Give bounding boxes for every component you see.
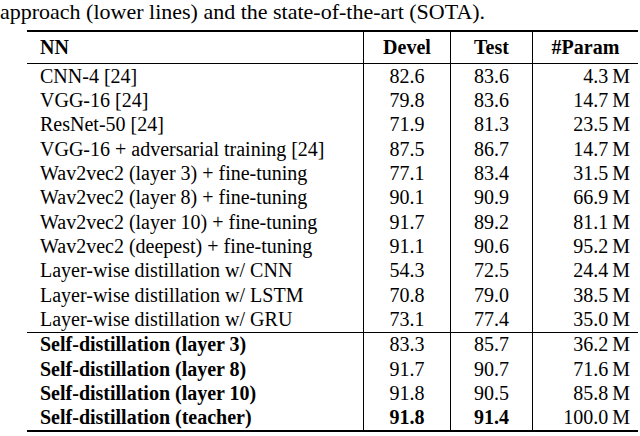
table-row: Self-distillation (layer 3) 83.3 85.7 36… [27, 333, 638, 357]
devel-cell: 71.9 [363, 113, 450, 137]
devel-cell: 90.1 [363, 186, 450, 210]
test-cell: 83.6 [450, 64, 532, 88]
devel-cell: 91.8 [363, 381, 450, 405]
devel-cell: 91.7 [363, 210, 450, 234]
param-cell: 14.7 M [532, 88, 638, 112]
param-cell: 95.2 M [532, 234, 638, 258]
test-cell: 72.5 [450, 259, 532, 283]
test-cell: 91.4 [450, 406, 532, 430]
nn-cell: Self-distillation (layer 10) [27, 381, 363, 405]
param-cell: 23.5 M [532, 113, 638, 137]
param-cell: 71.6 M [532, 357, 638, 381]
devel-cell: 70.8 [363, 283, 450, 307]
table-header-row: NN Devel Test #Param [27, 32, 638, 64]
table-row: Self-distillation (teacher) 91.8 91.4 10… [27, 406, 638, 430]
devel-cell: 73.1 [363, 307, 450, 331]
column-header-test: Test [450, 32, 532, 63]
param-cell: 100.0 M [532, 406, 638, 430]
devel-cell: 79.8 [363, 88, 450, 112]
results-table: NN Devel Test #Param CNN-4 [24] 82.6 83.… [27, 30, 638, 432]
devel-cell: 91.1 [363, 234, 450, 258]
devel-cell: 87.5 [363, 137, 450, 161]
test-cell: 86.7 [450, 137, 532, 161]
nn-cell: Wav2vec2 (layer 8) + fine-tuning [27, 186, 363, 210]
column-header-param: #Param [532, 32, 638, 63]
test-cell: 85.7 [450, 333, 532, 357]
test-cell: 81.3 [450, 113, 532, 137]
nn-cell: Self-distillation (layer 8) [27, 357, 363, 381]
table-row: Layer-wise distillation w/ CNN 54.3 72.5… [27, 259, 638, 283]
param-cell: 31.5 M [532, 161, 638, 185]
table-row: VGG-16 + adversarial training [24] 87.5 … [27, 137, 638, 161]
test-cell: 77.4 [450, 307, 532, 331]
param-cell: 85.8 M [532, 381, 638, 405]
nn-cell: VGG-16 [24] [27, 88, 363, 112]
table-row: Self-distillation (layer 10) 91.8 90.5 8… [27, 381, 638, 405]
test-cell: 90.5 [450, 381, 532, 405]
param-cell: 24.4 M [532, 259, 638, 283]
nn-cell: Wav2vec2 (layer 3) + fine-tuning [27, 161, 363, 185]
table-row: Wav2vec2 (layer 8) + fine-tuning 90.1 90… [27, 186, 638, 210]
nn-cell: Wav2vec2 (layer 10) + fine-tuning [27, 210, 363, 234]
param-cell: 35.0 M [532, 307, 638, 331]
nn-cell: Layer-wise distillation w/ LSTM [27, 283, 363, 307]
nn-cell: Layer-wise distillation w/ CNN [27, 259, 363, 283]
table-row: VGG-16 [24] 79.8 83.6 14.7 M [27, 88, 638, 112]
param-cell: 36.2 M [532, 333, 638, 357]
test-cell: 90.6 [450, 234, 532, 258]
table-row: Layer-wise distillation w/ LSTM 70.8 79.… [27, 283, 638, 307]
devel-cell: 77.1 [363, 161, 450, 185]
param-cell: 66.9 M [532, 186, 638, 210]
table-row: Wav2vec2 (layer 10) + fine-tuning 91.7 8… [27, 210, 638, 234]
test-cell: 79.0 [450, 283, 532, 307]
column-header-devel: Devel [363, 32, 450, 63]
test-cell: 83.4 [450, 161, 532, 185]
table-caption-fragment: approach (lower lines) and the state-of-… [0, 0, 485, 26]
nn-cell: Wav2vec2 (deepest) + fine-tuning [27, 234, 363, 258]
nn-cell: Layer-wise distillation w/ GRU [27, 307, 363, 331]
paper-page: approach (lower lines) and the state-of-… [0, 0, 640, 436]
table-row: ResNet-50 [24] 71.9 81.3 23.5 M [27, 113, 638, 137]
nn-cell: Self-distillation (layer 3) [27, 333, 363, 357]
devel-cell: 91.8 [363, 406, 450, 430]
nn-cell: ResNet-50 [24] [27, 113, 363, 137]
table-row: CNN-4 [24] 82.6 83.6 4.3 M [27, 64, 638, 88]
devel-cell: 83.3 [363, 333, 450, 357]
test-cell: 90.7 [450, 357, 532, 381]
test-cell: 83.6 [450, 88, 532, 112]
param-cell: 38.5 M [532, 283, 638, 307]
table-row: Self-distillation (layer 8) 91.7 90.7 71… [27, 357, 638, 381]
table-row: Wav2vec2 (layer 3) + fine-tuning 77.1 83… [27, 161, 638, 185]
nn-cell: VGG-16 + adversarial training [24] [27, 137, 363, 161]
devel-cell: 91.7 [363, 357, 450, 381]
param-cell: 4.3 M [532, 64, 638, 88]
param-cell: 81.1 M [532, 210, 638, 234]
devel-cell: 82.6 [363, 64, 450, 88]
table-row: Wav2vec2 (deepest) + fine-tuning 91.1 90… [27, 234, 638, 258]
column-header-nn: NN [27, 32, 363, 63]
devel-cell: 54.3 [363, 259, 450, 283]
table-row: Layer-wise distillation w/ GRU 73.1 77.4… [27, 307, 638, 332]
nn-cell: CNN-4 [24] [27, 64, 363, 88]
param-cell: 14.7 M [532, 137, 638, 161]
test-cell: 90.9 [450, 186, 532, 210]
test-cell: 89.2 [450, 210, 532, 234]
nn-cell: Self-distillation (teacher) [27, 406, 363, 430]
